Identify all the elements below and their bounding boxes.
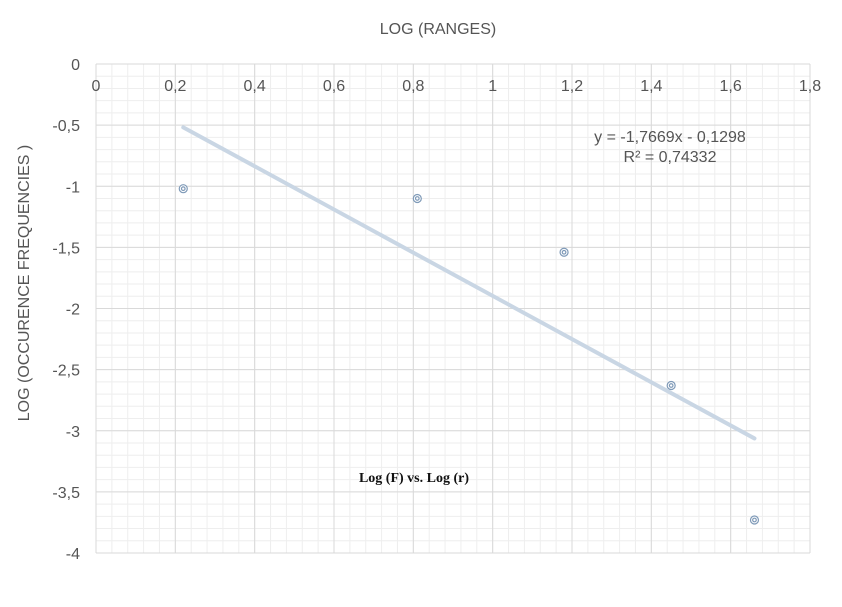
y-tick-label: -2 (66, 302, 80, 319)
y-tick-label: -1,5 (52, 240, 80, 257)
y-tick-label: -0,5 (52, 118, 80, 135)
data-point-outer-ring (749, 515, 760, 525)
data-point (666, 380, 676, 391)
x-tick-label: 1,4 (640, 78, 662, 95)
trendline-r-squared: R² = 0,74332 (624, 149, 717, 166)
x-tick-label: 0 (92, 78, 101, 95)
data-point-inner-ring (668, 383, 674, 388)
y-tick-label: -2,5 (52, 363, 80, 380)
x-tick-labels: 0 0,2 0,4 0,6 0,8 1 1,2 1,4 1,6 1,8 (92, 78, 822, 95)
x-tick-label: 1 (488, 78, 497, 95)
data-point-inner-ring (180, 186, 186, 192)
data-point-outer-ring (412, 193, 422, 204)
x-tick-label: 1,8 (799, 78, 821, 95)
y-tick-label: -3,5 (52, 485, 80, 502)
data-point-inner-ring (561, 249, 567, 255)
data-point (178, 184, 188, 194)
data-point-inner-ring (414, 196, 420, 201)
trendline-equation: y = -1,7669x - 0,1298 (594, 129, 746, 146)
data-point-inner-ring (752, 517, 757, 523)
x-axis-title: LOG (RANGES) (380, 21, 496, 38)
x-tick-label: 0,6 (323, 78, 345, 95)
x-tick-label: 0,2 (164, 78, 186, 95)
trendline-layer (181, 125, 757, 441)
chart-caption: Log (F) vs. Log (r) (359, 471, 469, 486)
y-tick-labels: 0 -0,5 -1 -1,5 -2 -2,5 -3 -3,5 -4 (52, 57, 80, 563)
y-tick-label: -1 (66, 179, 80, 196)
data-point (412, 193, 422, 204)
y-axis-title: LOG (OCCURENCE FREQUENCIES ) (16, 145, 33, 421)
major-grid (95, 63, 811, 554)
data-point-outer-ring (559, 247, 569, 257)
data-point-outer-ring (178, 184, 188, 194)
data-point (749, 515, 760, 525)
y-tick-label: 0 (71, 57, 80, 74)
y-tick-label: -4 (66, 546, 80, 563)
data-point (559, 247, 569, 257)
y-tick-label: -3 (66, 424, 80, 441)
x-tick-label: 0,8 (402, 78, 424, 95)
data-point-outer-ring (666, 380, 676, 391)
x-tick-label: 1,6 (720, 78, 742, 95)
trendline (181, 125, 757, 441)
x-tick-label: 0,4 (244, 78, 266, 95)
x-tick-label: 1,2 (561, 78, 583, 95)
data-points (178, 184, 760, 525)
